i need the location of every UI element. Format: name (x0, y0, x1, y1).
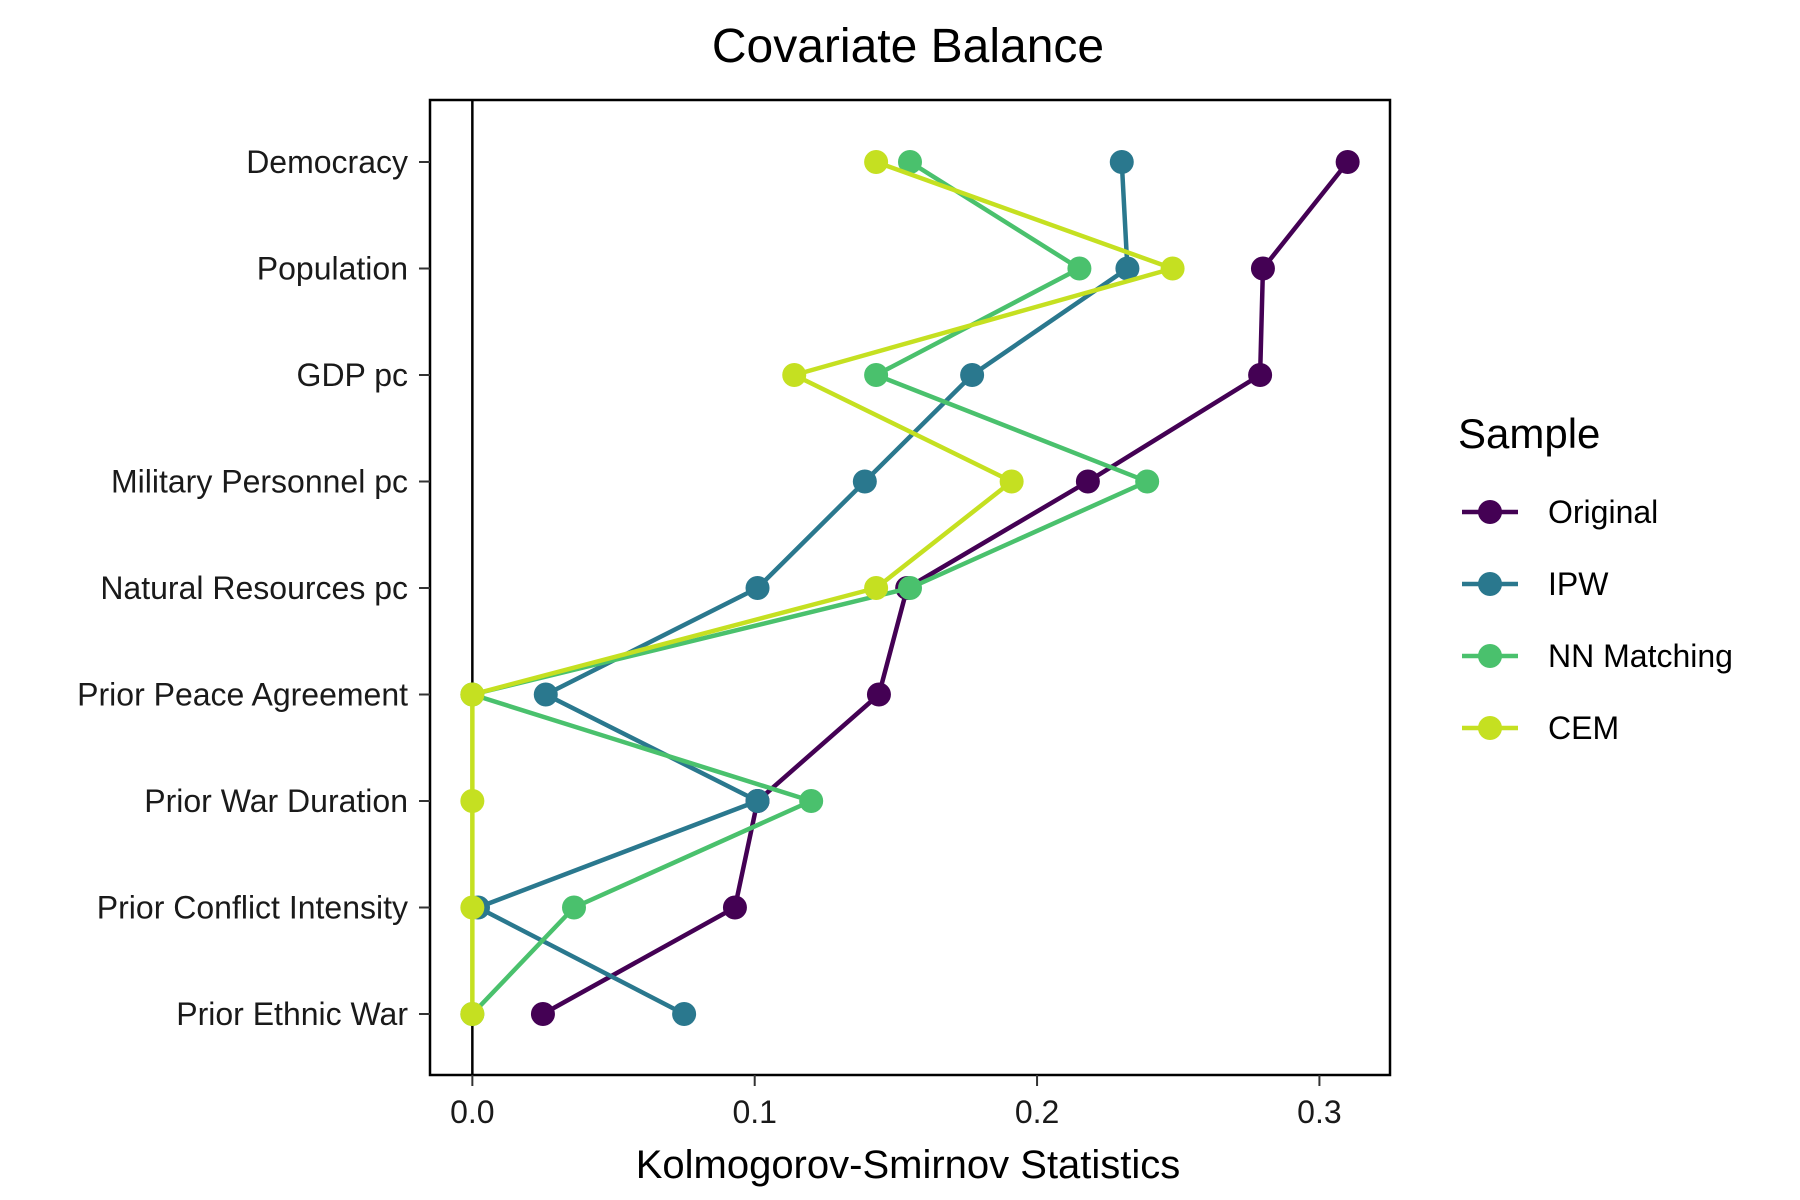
y-tick-label: Prior Peace Agreement (77, 677, 408, 713)
chart-title: Covariate Balance (712, 20, 1104, 73)
x-tick-label: 0.2 (1015, 1094, 1059, 1130)
y-tick-label: Military Personnel pc (111, 464, 408, 500)
series-line-nn-matching (470, 160, 1150, 1016)
y-tick-label: GDP pc (297, 357, 408, 393)
y-tick-label: Prior War Duration (144, 783, 408, 819)
data-point-nn-matching (864, 363, 889, 387)
legend-label-original: Original (1548, 494, 1658, 530)
data-point-nn-matching (898, 150, 922, 174)
data-point-ipw (960, 363, 985, 387)
x-axis-title: Kolmogorov-Smirnov Statistics (636, 1143, 1181, 1187)
data-point-ipw (1115, 256, 1140, 281)
data-point-cem (1160, 256, 1185, 281)
y-tick-label: Natural Resources pc (100, 570, 408, 606)
data-point-ipw (672, 1002, 697, 1026)
data-point-original (530, 1002, 555, 1026)
legend-title: Sample (1458, 410, 1600, 457)
data-point-original (1248, 363, 1273, 387)
data-point-original (1075, 469, 1100, 494)
data-point-ipw (745, 576, 770, 600)
data-point-ipw (852, 469, 877, 494)
legend-label-cem: CEM (1548, 710, 1619, 746)
y-tick-label: Prior Conflict Intensity (97, 890, 408, 926)
data-point-nn-matching (799, 789, 824, 813)
series-line-original (541, 160, 1350, 1016)
series-line-ipw (475, 161, 1130, 1016)
legend-key-point-cem (1478, 716, 1502, 740)
legend-key-point-original (1478, 500, 1502, 524)
data-point-cem (782, 363, 807, 387)
data-point-cem (460, 789, 485, 813)
legend-key-point-ipw (1478, 572, 1502, 596)
data-point-original (722, 895, 747, 920)
data-point-nn-matching (898, 576, 922, 600)
data-point-ipw (533, 682, 558, 707)
data-point-nn-matching (1135, 469, 1160, 494)
data-point-cem (460, 895, 485, 920)
plot-area: Democracy Population GDP pc Military Person… (77, 98, 1392, 1130)
legend-key-point-nn-matching (1478, 644, 1502, 668)
data-point-nn-matching (1067, 256, 1092, 281)
x-tick-label: 0.1 (732, 1094, 776, 1130)
y-tick-label: Prior Ethnic War (176, 996, 408, 1032)
data-point-ipw (1109, 150, 1134, 174)
data-point-cem (460, 682, 485, 707)
x-tick-label: 0.3 (1297, 1094, 1341, 1130)
data-point-original (866, 682, 891, 707)
legend-label-ipw: IPW (1548, 566, 1609, 602)
x-tick-label: 0.0 (450, 1094, 494, 1130)
legend-label-nn-matching: NN Matching (1548, 638, 1733, 674)
data-point-cem (864, 576, 889, 600)
series-line-cem (470, 159, 1175, 1014)
data-point-original (1335, 150, 1360, 174)
data-point-ipw (745, 789, 770, 813)
data-point-cem (864, 150, 889, 174)
y-tick-label: Democracy (246, 144, 408, 180)
y-tick-label: Population (257, 251, 408, 287)
legend: Sample Original IPW NN Matching CEM (1458, 410, 1733, 746)
data-point-nn-matching (562, 895, 586, 920)
data-point-cem (460, 1002, 485, 1026)
data-point-cem (999, 469, 1024, 494)
data-point-original (1250, 256, 1275, 281)
